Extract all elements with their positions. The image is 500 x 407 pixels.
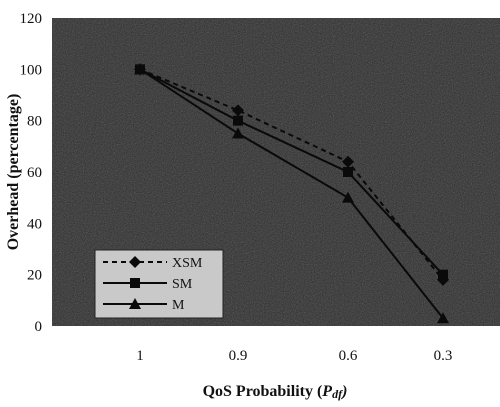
y-tick-label: 0 [35, 319, 43, 335]
y-tick-label: 100 [20, 62, 43, 78]
legend-sm-marker [130, 278, 140, 288]
series-sm-point [343, 167, 353, 177]
x-axis-title: QoS Probability (Pdf) [203, 383, 348, 401]
series-sm-point [438, 269, 448, 280]
x-tick-labels: 1 0.9 0.6 0.3 [136, 348, 452, 364]
x-axis-title-var: P [321, 383, 332, 400]
legend-sm-label: SM [172, 277, 193, 292]
x-tick-label: 0.6 [339, 348, 358, 364]
series-m-point [342, 191, 354, 203]
y-tick-label: 40 [27, 216, 42, 232]
legend-item-sm: SM [103, 277, 193, 292]
x-tick-label: 0.3 [434, 348, 453, 364]
series-m-point [437, 312, 449, 324]
series-sm-point [233, 115, 243, 126]
y-tick-label: 20 [27, 268, 42, 284]
y-tick-labels: 0 20 40 60 80 100 120 [20, 11, 43, 335]
series-layer [134, 63, 449, 324]
y-axis-title: Overhead (percentage) [5, 94, 22, 251]
series-xsm-line [139, 68, 444, 281]
y-tick-label: 80 [27, 114, 42, 130]
series-m-point [134, 63, 146, 75]
series-m-line [139, 68, 444, 319]
series-xsm-point [342, 155, 354, 168]
series-m [134, 63, 449, 324]
legend-xsm-marker [129, 256, 141, 268]
legend-m-marker [129, 298, 141, 309]
x-tick-label: 0.9 [229, 348, 248, 364]
x-axis-title-sub: df [332, 387, 343, 401]
legend-m-label: M [172, 298, 185, 313]
y-tick-label: 120 [20, 11, 43, 27]
legend-item-m: M [103, 298, 185, 313]
x-axis-title-text: QoS Probability ( [203, 383, 323, 400]
legend-items: XSM SM M [103, 256, 203, 313]
legend-xsm-label: XSM [172, 256, 203, 271]
x-tick-label: 1 [136, 348, 144, 364]
legend: XSM SM M [94, 249, 224, 319]
y-tick-label: 60 [27, 165, 42, 181]
series-xsm-point [232, 104, 244, 117]
series-sm-line [139, 68, 444, 276]
legend-item-xsm: XSM [103, 256, 203, 271]
series-m-point [232, 127, 244, 139]
x-axis-title-close: ) [340, 383, 347, 400]
